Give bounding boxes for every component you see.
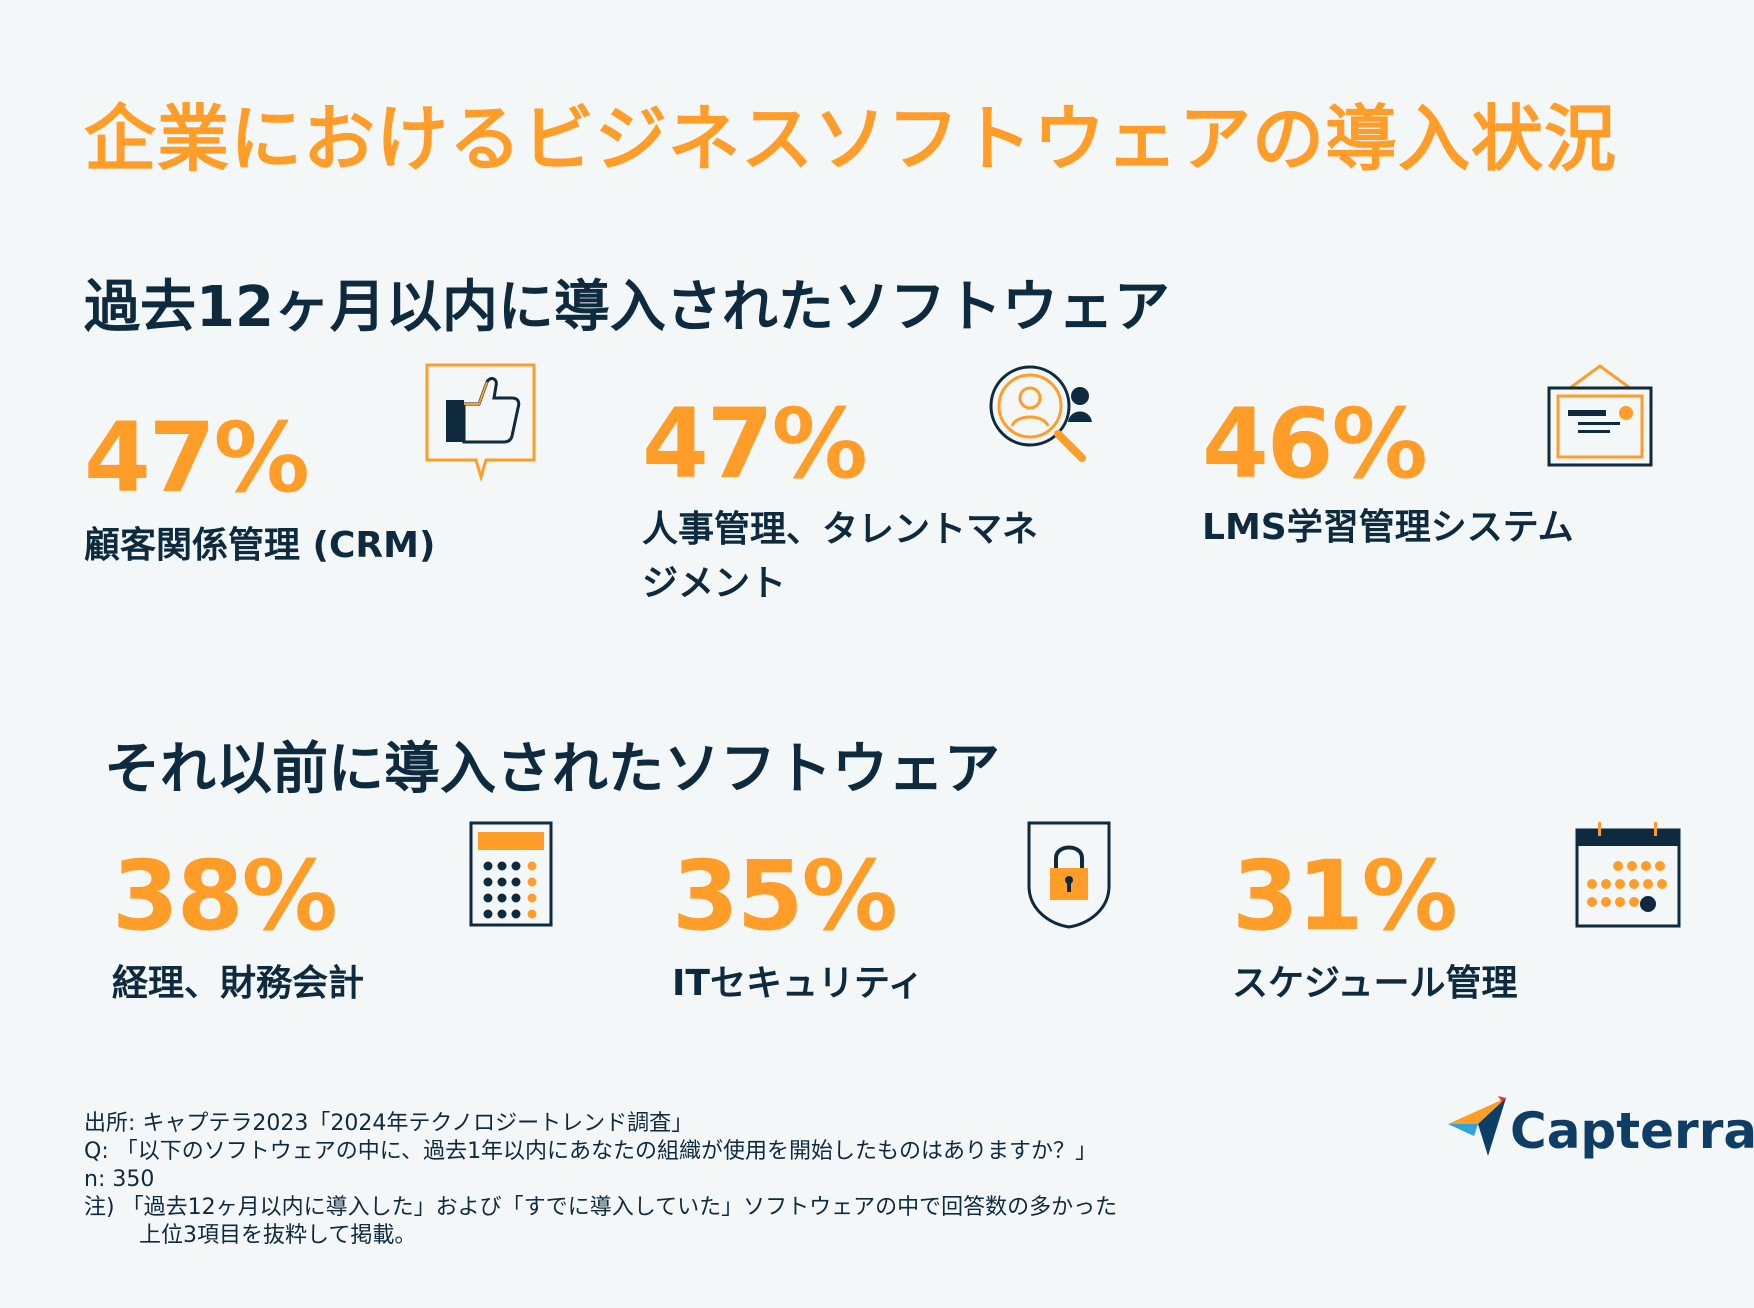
stat-percent-lms: 46% [1202,388,1428,500]
calculator-icon [468,820,554,928]
footnote-question: Q: 「以下のソフトウェアの中に、過去1年以内にあなたの組織が使用を開始したもの… [84,1139,1098,1164]
stat-label-accounting: 経理、財務会計 [112,963,365,1004]
stat-label-scheduling: スケジュール管理 [1232,963,1518,1004]
footnote-note-cont: 上位3項目を抜粋して掲載。 [139,1223,417,1248]
footnote-source: 出所: キャプテラ2023「2024年テクノロジートレンド調査」 [84,1111,694,1136]
thumbs-up-icon [424,362,538,482]
stat-percent-accounting: 38% [112,840,338,952]
magnifier-person-icon [986,364,1096,470]
section-heading-earlier: それ以前に導入されたソフトウェア [104,737,1000,802]
page-title: 企業におけるビジネスソフトウェアの導入状況 [84,97,1618,181]
stat-label-hr-line1: 人事管理、タレントマネ [642,509,1039,550]
stat-label-hr-line2: ジメント [642,563,787,604]
stat-percent-hr: 47% [642,388,868,500]
stat-percent-crm: 47% [84,402,310,514]
footnote-sample-size: n: 350 [84,1167,155,1192]
presentation-board-icon [1546,362,1654,468]
lock-shield-icon [1026,820,1112,930]
calendar-icon [1574,820,1682,930]
stat-percent-scheduling: 31% [1232,840,1458,952]
capterra-logo-icon [1448,1096,1508,1162]
stat-label-crm: 顧客関係管理 (CRM) [84,525,436,566]
footnote: 出所: キャプテラ2023「2024年テクノロジートレンド調査」 Q: 「以下の… [84,1110,1117,1250]
stat-label-lms: LMS学習管理システム [1202,507,1574,548]
footnote-note: 注) 「過去12ヶ月以内に導入した」および「すでに導入していた」ソフトウェアの中… [84,1195,1118,1220]
stat-percent-security: 35% [672,840,898,952]
section-heading-recent: 過去12ヶ月以内に導入されたソフトウェア [84,275,1170,340]
capterra-logo-text: Capterra [1510,1102,1754,1160]
stat-label-security: ITセキュリティ [672,963,924,1004]
